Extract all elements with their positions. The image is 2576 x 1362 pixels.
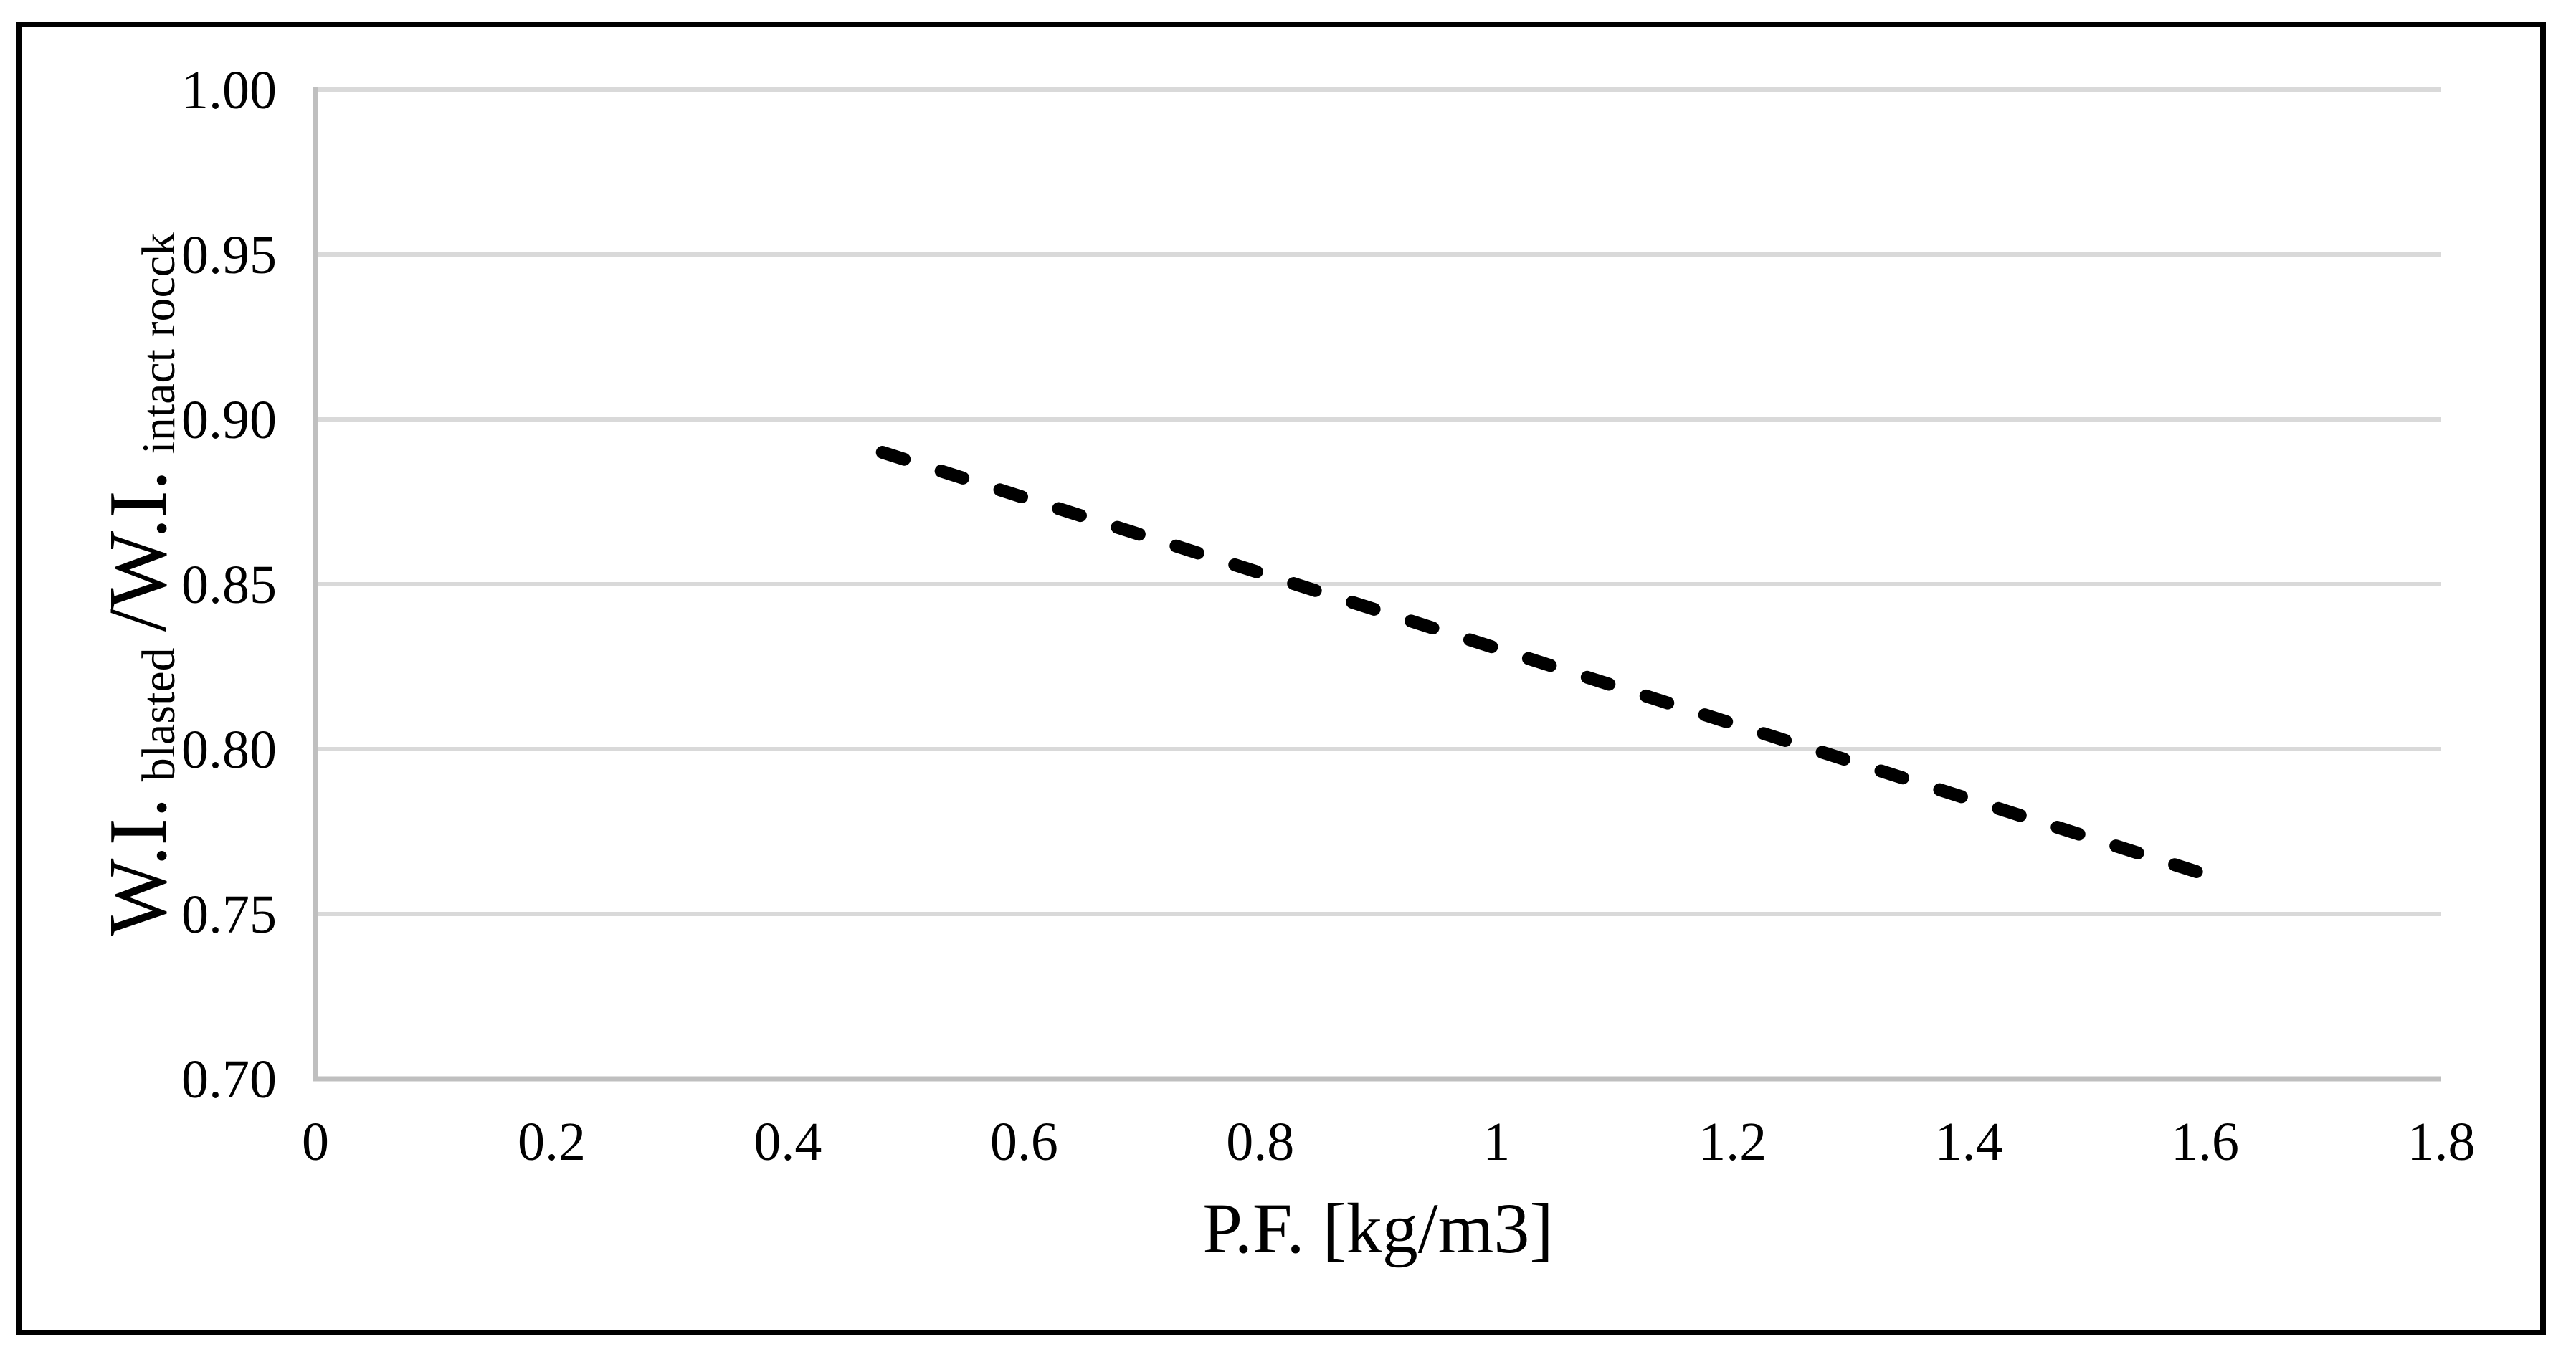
x-axis-tick-labels: 0 0.2 0.4 0.6 0.8 1 1.2 1.4 1.6 1.8 bbox=[302, 1112, 2476, 1172]
y-tick-label: 0.75 bbox=[181, 885, 277, 945]
y-axis-tick-labels: 0.70 0.75 0.80 0.85 0.90 0.95 1.00 bbox=[181, 60, 277, 1110]
x-tick-label: 1.2 bbox=[1698, 1112, 1767, 1172]
x-tick-label: 1.6 bbox=[2171, 1112, 2239, 1172]
x-tick-label: 0.6 bbox=[990, 1112, 1058, 1172]
y-axis-title-main-2: /W.I. bbox=[92, 470, 184, 632]
axes-group bbox=[313, 87, 2441, 1082]
x-tick-label: 0 bbox=[302, 1112, 329, 1172]
y-tick-label: 0.85 bbox=[181, 555, 277, 615]
x-tick-label: 0.8 bbox=[1226, 1112, 1294, 1172]
data-series-group bbox=[875, 446, 2212, 881]
x-tick-label: 0.2 bbox=[518, 1112, 586, 1172]
x-tick-label: 0.4 bbox=[754, 1112, 822, 1172]
y-tick-label: 0.95 bbox=[181, 225, 277, 285]
x-tick-label: 1.8 bbox=[2408, 1112, 2476, 1172]
figure-border bbox=[16, 22, 2546, 1335]
y-tick-label: 0.70 bbox=[181, 1049, 277, 1110]
x-axis-title: P.F. [kg/m3] bbox=[1202, 1189, 1553, 1268]
y-axis-title: W.I. blasted/W.I. intact rocck bbox=[92, 232, 185, 936]
y-tick-label: 1.00 bbox=[181, 60, 277, 120]
x-tick-label: 1.4 bbox=[1935, 1112, 2003, 1172]
y-axis-title-main-1: W.I. bbox=[92, 797, 184, 937]
y-tick-label: 0.90 bbox=[181, 390, 277, 450]
y-axis-title-subscript-1: blasted bbox=[132, 647, 185, 782]
y-tick-label: 0.80 bbox=[181, 720, 277, 780]
y-axis-title-subscript-2: intact rocck bbox=[132, 232, 185, 454]
x-tick-label: 1 bbox=[1483, 1112, 1510, 1172]
gridlines-group bbox=[315, 87, 2441, 916]
dashed-trend-line bbox=[875, 446, 2212, 881]
